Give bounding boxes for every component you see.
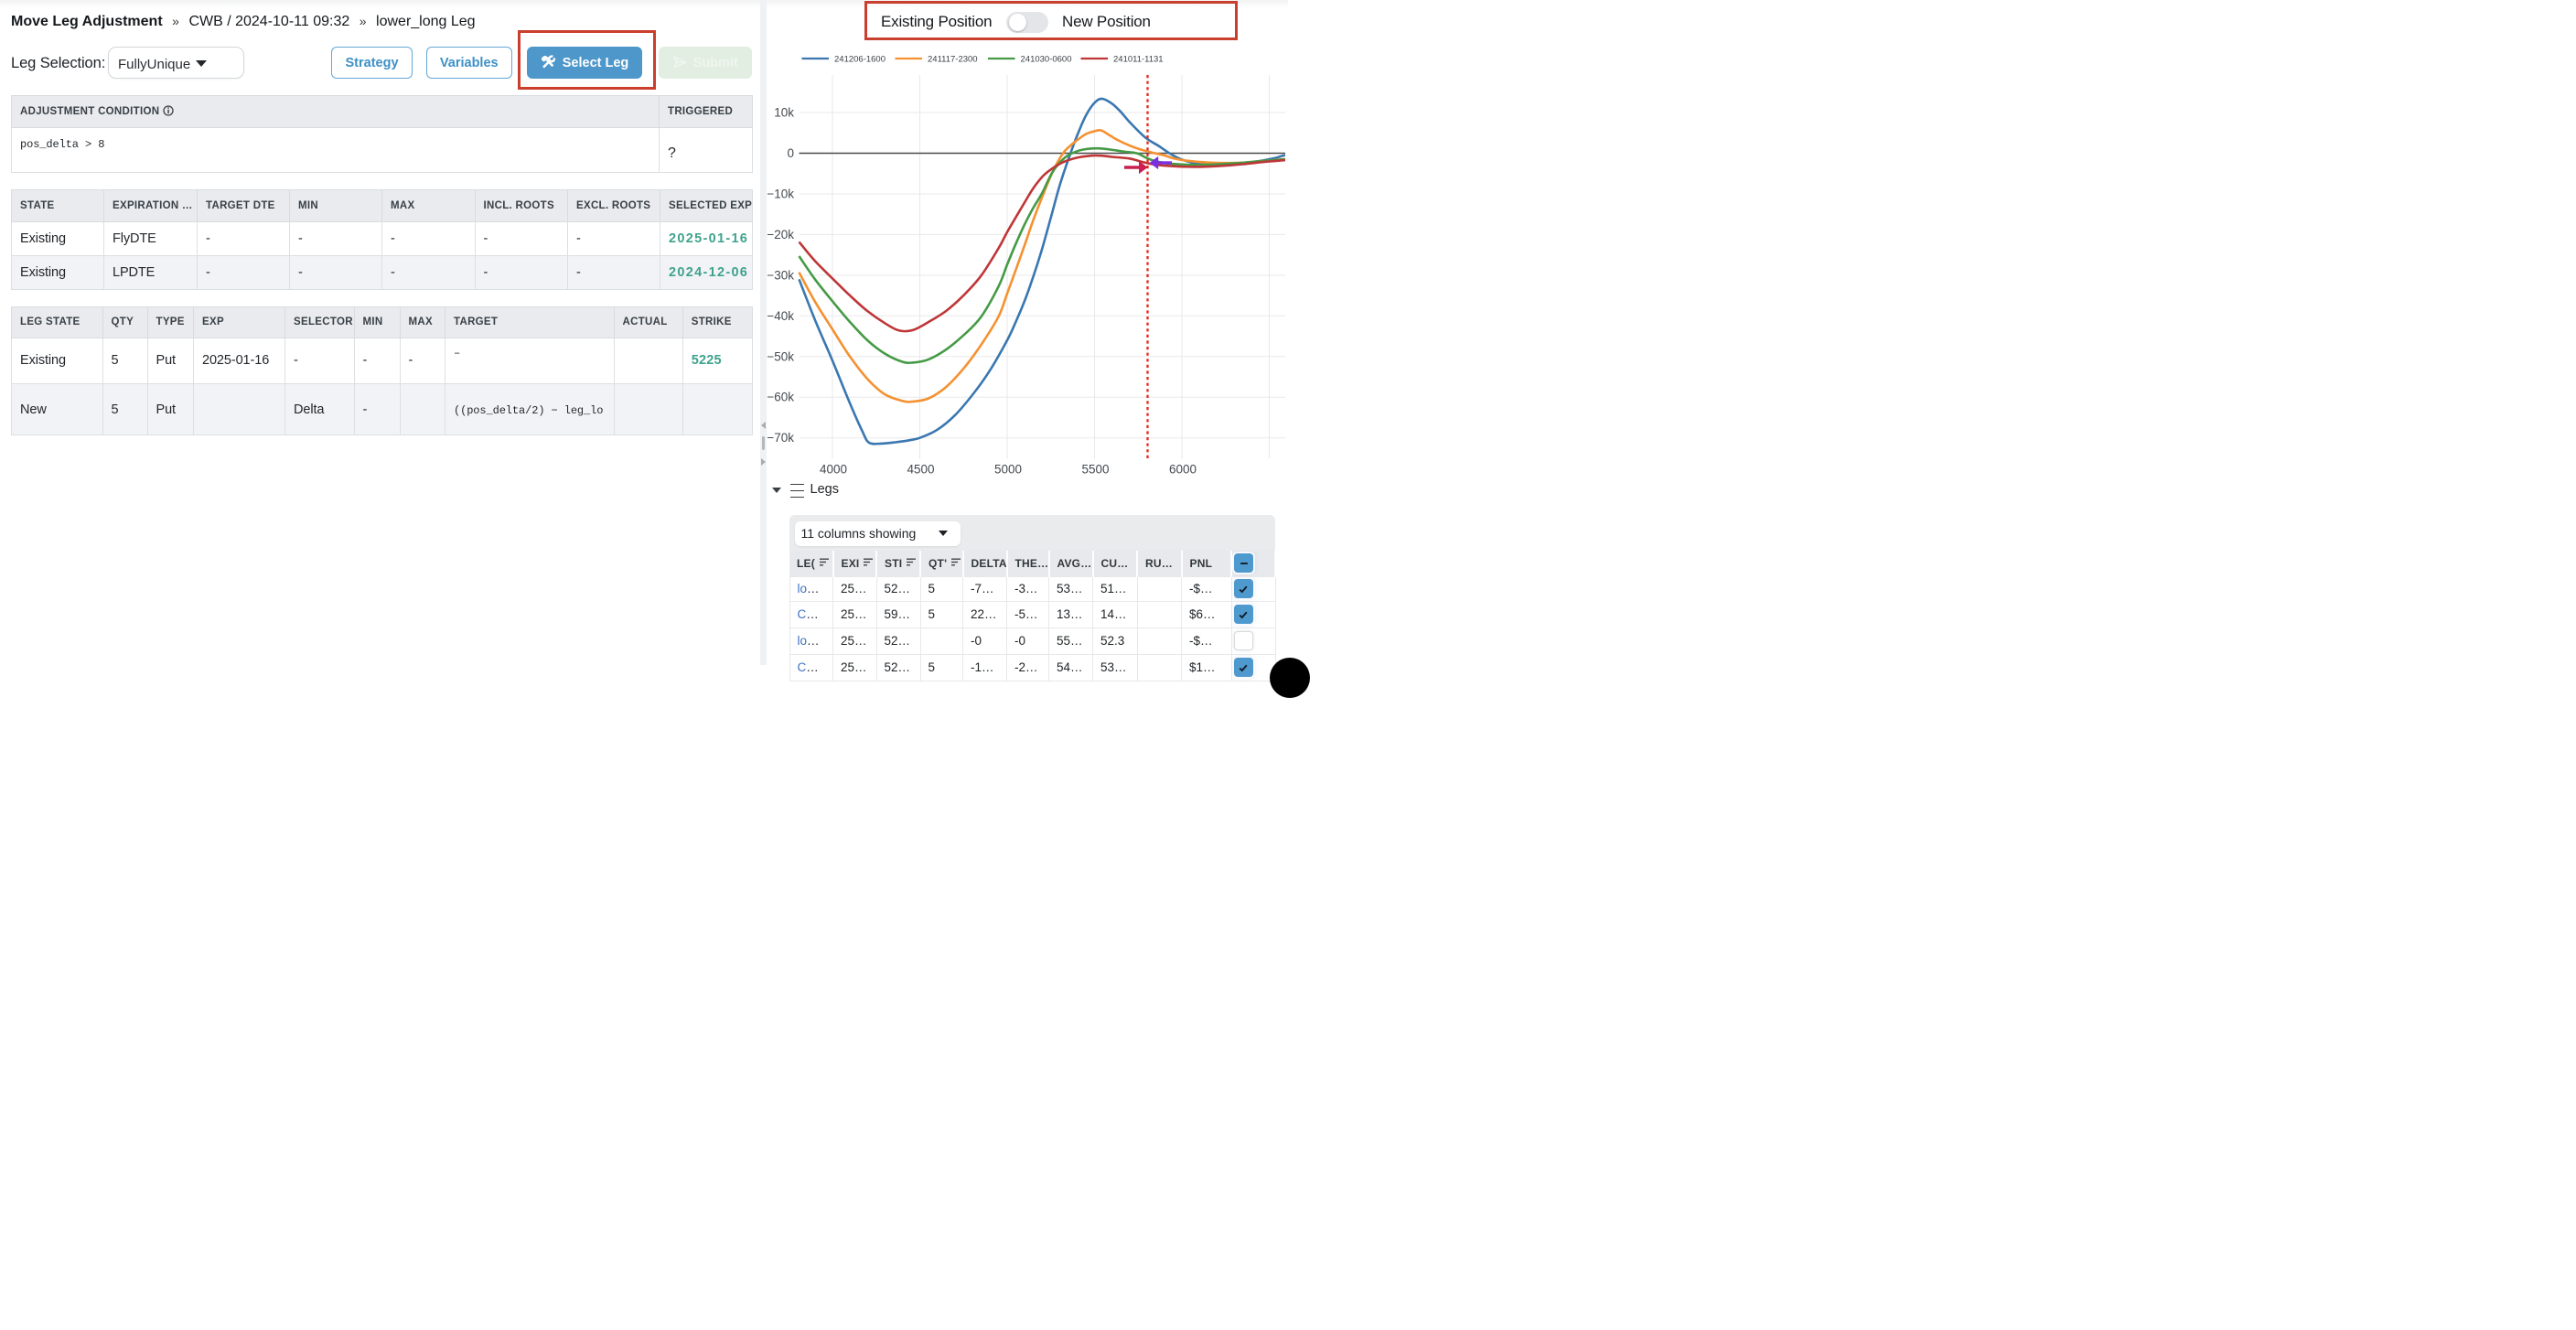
svg-text:4500: 4500 — [907, 463, 934, 477]
svg-text:−50k: −50k — [767, 349, 794, 363]
svg-text:−70k: −70k — [767, 431, 794, 445]
svg-text:−30k: −30k — [767, 268, 794, 282]
svg-text:−60k: −60k — [767, 391, 794, 404]
svg-text:0: 0 — [787, 146, 794, 160]
svg-text:−10k: −10k — [767, 188, 794, 201]
svg-text:241011-1131: 241011-1131 — [1113, 54, 1164, 64]
svg-text:241206-1600: 241206-1600 — [834, 54, 886, 64]
svg-text:5500: 5500 — [1081, 463, 1109, 477]
svg-text:6000: 6000 — [1169, 463, 1197, 477]
svg-text:4000: 4000 — [820, 463, 847, 477]
svg-text:10k: 10k — [774, 106, 794, 120]
svg-text:−40k: −40k — [767, 309, 794, 323]
svg-text:5000: 5000 — [994, 463, 1022, 477]
svg-text:241030-0600: 241030-0600 — [1021, 54, 1072, 64]
svg-text:241117-2300: 241117-2300 — [928, 54, 978, 64]
svg-text:−20k: −20k — [767, 228, 794, 241]
